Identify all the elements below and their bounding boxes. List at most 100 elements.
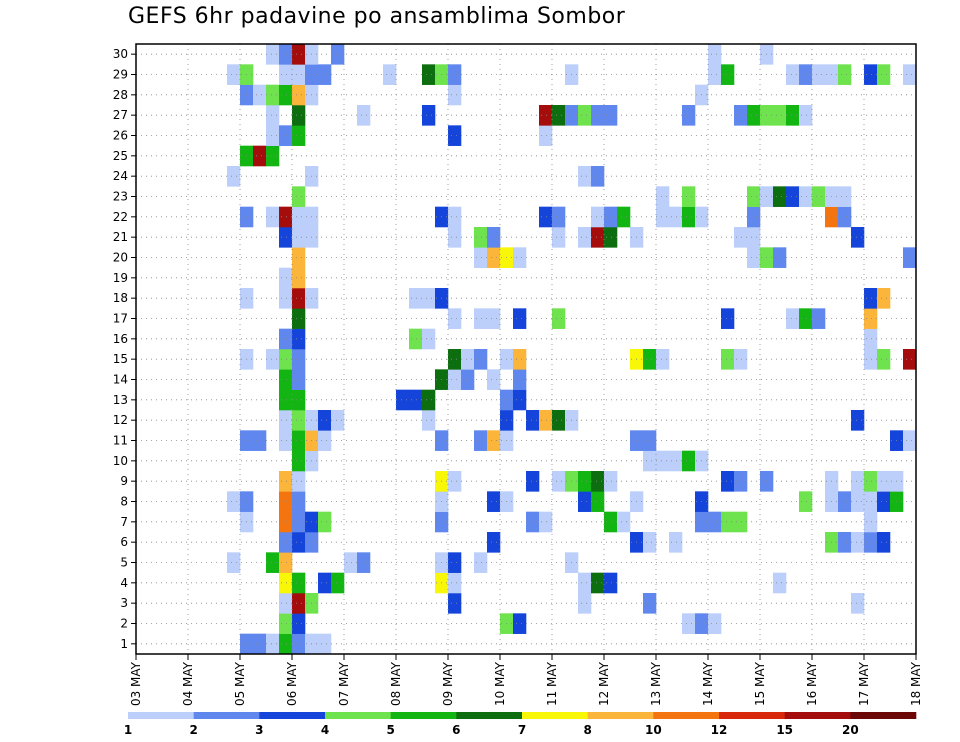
heatmap-cell [734, 471, 748, 492]
heatmap-cell [318, 572, 332, 594]
heatmap-cell [864, 532, 878, 553]
y-tick-label: 3 [120, 596, 128, 610]
heatmap-cell [474, 349, 488, 370]
heatmap-cell [604, 206, 618, 228]
heatmap-cell [279, 125, 293, 146]
heatmap-cell [409, 328, 423, 350]
heatmap-cell [513, 308, 527, 329]
heatmap-cell [591, 491, 605, 512]
heatmap-cell [864, 328, 878, 350]
y-tick-label: 12 [113, 413, 128, 427]
heatmap-cell [279, 572, 293, 594]
legend-label: 12 [711, 723, 728, 737]
heatmap-cell [292, 532, 306, 553]
heatmap-cell [487, 532, 501, 553]
heatmap-cell [227, 552, 241, 573]
legend-label: 15 [776, 723, 793, 737]
heatmap-cell [292, 511, 306, 533]
heatmap-cell [838, 532, 852, 553]
heatmap-cell [773, 247, 787, 268]
heatmap-cell [604, 227, 618, 248]
heatmap-cell [734, 349, 748, 370]
heatmap-cell [318, 430, 332, 451]
heatmap-cell [266, 633, 280, 655]
heatmap-cell [682, 613, 696, 634]
legend-swatch [128, 712, 194, 719]
heatmap-cell [604, 471, 618, 492]
heatmap-cell [786, 308, 800, 329]
heatmap-cell [422, 389, 436, 411]
heatmap-cell [292, 186, 306, 207]
heatmap-cell [526, 471, 540, 492]
heatmap-cell [513, 613, 527, 634]
heatmap-cell [643, 593, 657, 614]
heatmap-cell [266, 349, 280, 370]
heatmap-cell [799, 64, 813, 85]
heatmap-cell [279, 410, 293, 431]
y-tick-label: 6 [120, 535, 128, 549]
heatmap-cell [656, 186, 670, 207]
legend-swatch [193, 712, 260, 719]
heatmap-cell [864, 511, 878, 533]
heatmap-cell [604, 572, 618, 594]
heatmap-cell [643, 532, 657, 553]
heatmap-cell [292, 572, 306, 594]
heatmap-cell [448, 552, 462, 573]
y-tick-label: 26 [113, 129, 128, 143]
heatmap-cell [279, 64, 293, 85]
heatmap-cell [253, 84, 267, 106]
heatmap-cell [266, 206, 280, 228]
heatmap-cell [591, 206, 605, 228]
heatmap-cell [279, 44, 293, 65]
heatmap-cell [292, 369, 306, 390]
heatmap-cell [851, 471, 865, 492]
heatmap-cell [513, 369, 527, 390]
legend-label: 2 [189, 723, 197, 737]
heatmap-cell [422, 288, 436, 309]
heatmap-cell [578, 227, 592, 248]
heatmap-cell [708, 64, 722, 85]
legend-label: 20 [842, 723, 859, 737]
heatmap-cell [474, 552, 488, 573]
heatmap-cell [799, 105, 813, 126]
heatmap-cell [721, 511, 735, 533]
heatmap-cell [474, 308, 488, 329]
heatmap-cell [903, 247, 917, 268]
heatmap-cell [864, 471, 878, 492]
heatmap-cell [656, 450, 670, 472]
heatmap-cell [487, 430, 501, 451]
heatmap-cell [292, 410, 306, 431]
y-tick-label: 27 [113, 108, 128, 122]
heatmap-cell [552, 105, 566, 126]
heatmap-cell [864, 349, 878, 370]
y-tick-label: 23 [113, 190, 128, 204]
heatmap-cell [903, 64, 917, 85]
x-tick-label: 17 MAY [857, 661, 871, 706]
heatmap-cell [643, 430, 657, 451]
heatmap-cell [448, 369, 462, 390]
legend-swatch [719, 712, 785, 719]
y-tick-label: 14 [113, 373, 128, 387]
heatmap-cell [331, 572, 345, 594]
axis-layer: 1234567891011121314151617181920212223242… [113, 43, 923, 706]
heatmap-cell [318, 511, 332, 533]
y-tick-label: 9 [120, 474, 128, 488]
heatmap-cell [279, 633, 293, 655]
y-tick-label: 25 [113, 149, 128, 163]
heatmap-cell [448, 572, 462, 594]
heatmap-cell [448, 206, 462, 228]
heatmap-cell [682, 206, 696, 228]
heatmap-cell [318, 633, 332, 655]
heatmap-cell [812, 64, 826, 85]
heatmap-cell [591, 471, 605, 492]
heatmap-cell [747, 206, 761, 228]
heatmap-cell [591, 227, 605, 248]
heatmap-cell [331, 410, 345, 431]
chart-title: GEFS 6hr padavine po ansamblima Sombor [128, 4, 626, 29]
heatmap-cell [422, 64, 436, 85]
heatmap-cell [539, 511, 553, 533]
heatmap-cell [851, 227, 865, 248]
legend-swatch [653, 712, 720, 719]
heatmap-cell [292, 389, 306, 411]
heatmap-cell [292, 84, 306, 106]
